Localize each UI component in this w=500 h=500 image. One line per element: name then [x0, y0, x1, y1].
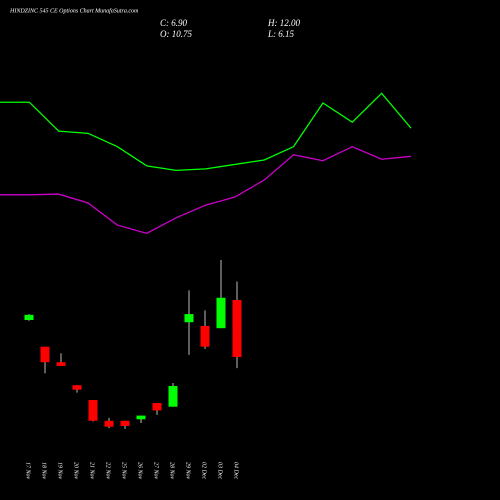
x-tick-label: 25 Nov [121, 462, 127, 480]
candle-body [88, 400, 98, 421]
x-tick-label: 26 Nov [137, 462, 143, 480]
candle-body [40, 346, 50, 363]
x-tick-label: 02 Dec [201, 462, 207, 479]
candle-body [152, 402, 162, 411]
x-tick-label: 21 Nov [89, 462, 95, 480]
candle-body [216, 297, 226, 329]
chart-title: HINDZINC 545 CE Options Chart MunafaSutr… [9, 7, 139, 14]
x-tick-label: 29 Nov [185, 462, 191, 480]
x-tick-label: 17 Nov [25, 462, 31, 480]
candle-body [184, 314, 194, 323]
candle-body [56, 362, 66, 366]
x-tick-label: 27 Nov [153, 462, 159, 480]
open-label: O: 10.75 [160, 29, 192, 39]
candle-body [120, 420, 130, 426]
high-label: H: 12.00 [267, 18, 300, 28]
candle-body [232, 300, 242, 358]
candle-body [168, 385, 178, 407]
low-label: L: 6.15 [267, 29, 295, 39]
x-tick-label: 04 Dec [233, 462, 240, 479]
candle-body [24, 314, 34, 321]
candle-body [72, 385, 82, 390]
candle-body [200, 325, 210, 347]
close-label: C: 6.90 [160, 18, 188, 28]
x-tick-label: 18 Nov [41, 462, 47, 480]
x-tick-label: 03 Dec [217, 462, 223, 479]
x-tick-label: 19 Nov [57, 462, 63, 480]
candle-body [104, 420, 114, 427]
x-tick-label: 22 Nov [105, 462, 111, 480]
indicator-line [0, 145, 412, 235]
indicator-line [0, 92, 412, 172]
x-tick-label: 20 Nov [73, 462, 79, 480]
x-tick-label: 28 Nov [169, 462, 175, 480]
candle-body [136, 415, 146, 420]
